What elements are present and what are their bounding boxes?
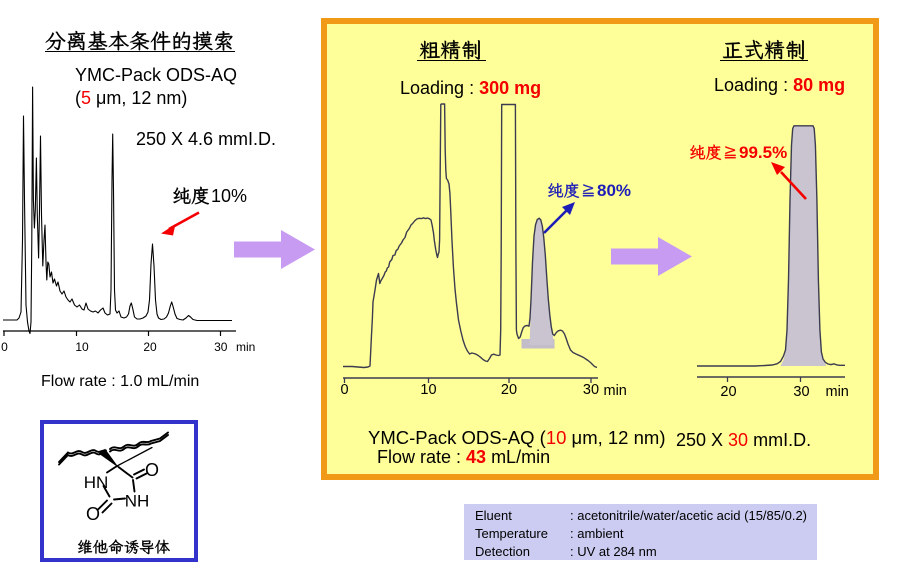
svg-text:HN: HN: [84, 473, 109, 492]
svg-text:NH: NH: [125, 492, 150, 511]
svg-text:O: O: [86, 504, 100, 524]
svg-text:O: O: [145, 460, 159, 480]
